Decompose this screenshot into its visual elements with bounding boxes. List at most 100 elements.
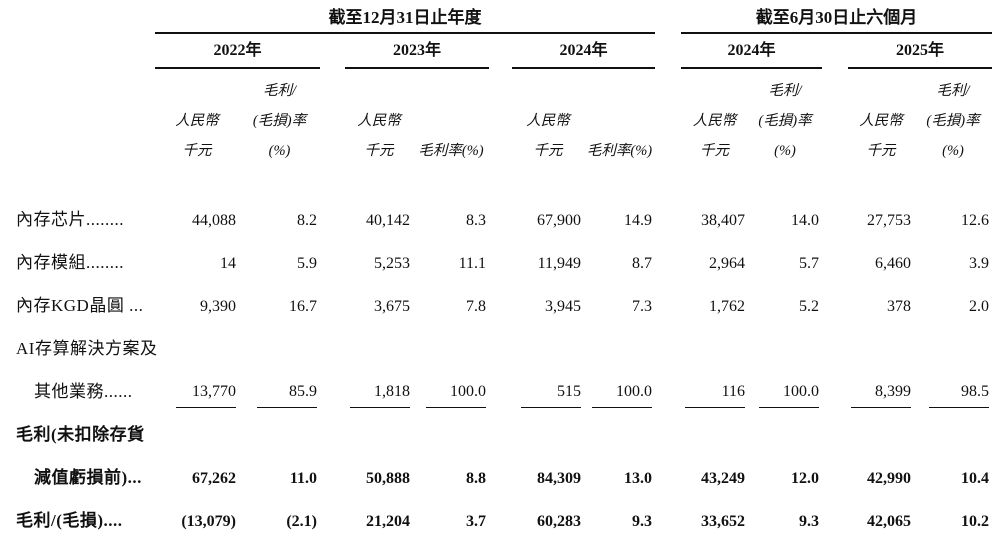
cell: 10.4 [961, 470, 990, 487]
cell: 16.7 [289, 298, 317, 315]
table-row-other-business: 其他業務...... 13,770 85.9 1,818 100.0 515 1… [0, 370, 992, 413]
column-gap [655, 68, 681, 168]
column-gap [822, 68, 848, 168]
cell: 12.6 [961, 212, 990, 229]
column-gap [655, 0, 681, 33]
year-header-2025-6m: 2025年 [848, 33, 993, 69]
cell: 5.2 [799, 298, 819, 315]
table-row-memory-chips: 內存芯片........ 44,088 8.2 40,142 8.3 67,90… [0, 198, 992, 241]
row-label: 毛利(未扣除存貨 [16, 425, 145, 444]
cell: 67,262 [192, 470, 236, 487]
cell: 14.9 [624, 212, 652, 229]
cell: 98.5 [914, 370, 992, 413]
cell: 14 [220, 255, 236, 272]
column-gap [489, 68, 512, 168]
header-body-spacer [0, 168, 992, 198]
subheader-margin-2024: 毛利率(%) [586, 143, 653, 159]
cell: 50,888 [366, 470, 410, 487]
cell: 1,762 [709, 298, 745, 315]
cell: 33,652 [701, 513, 745, 530]
year-header-2023: 2023年 [345, 33, 489, 69]
cell: 8.2 [297, 212, 317, 229]
cell: 84,309 [537, 470, 581, 487]
cell: 5.7 [799, 255, 819, 272]
cell: 44,088 [192, 212, 236, 229]
subheader-rmb-2022: 人民幣 千元 [175, 113, 219, 159]
cell: 13.0 [624, 470, 652, 487]
cell: 116 [681, 370, 748, 413]
subheader-rmb-2024-6m: 人民幣 千元 [692, 113, 737, 159]
year-header-2024: 2024年 [512, 33, 655, 69]
year-header-2022: 2022年 [155, 33, 320, 69]
column-gap [822, 33, 848, 68]
blank [0, 68, 155, 168]
subheader-margin-2023: 毛利率(%) [418, 143, 484, 159]
corner-blank [0, 0, 155, 33]
row-label: 其他業務...... [34, 382, 133, 401]
table-row-gross-profit-pre-impairment: 減值虧損前)... 67,262 11.0 50,888 8.8 84,309 … [0, 456, 992, 499]
cell: 6,460 [875, 255, 911, 272]
cell: 515 [512, 370, 584, 413]
column-gap [489, 33, 512, 68]
cell: 11.0 [289, 470, 317, 487]
subheader-rmb-2024: 人民幣 千元 [526, 113, 570, 159]
cell: 43,249 [701, 470, 745, 487]
cell: (2.1) [286, 513, 317, 530]
cell: 1,818 [345, 370, 413, 413]
row-label: AI存算解決方案及 [16, 339, 158, 358]
row-label: 內存模組........ [16, 253, 124, 272]
cell: 13,770 [155, 370, 239, 413]
cell: 21,204 [366, 513, 410, 530]
period-header-annual: 截至12月31日止年度 [155, 0, 655, 34]
column-gap [655, 33, 681, 68]
cell: 100.0 [413, 370, 489, 413]
row-label: 內存KGD晶圓 ... [16, 296, 144, 315]
cell: 8.8 [466, 470, 486, 487]
cell: 8,399 [848, 370, 914, 413]
row-label: 內存芯片........ [16, 210, 124, 229]
cell: 2.0 [969, 298, 990, 315]
cell: 60,283 [537, 513, 581, 530]
cell: 8.3 [466, 212, 486, 229]
cell: 3.7 [466, 513, 486, 530]
subheader-rmb-2025-6m: 人民幣 千元 [859, 113, 903, 159]
column-gap [320, 68, 345, 168]
cell: 100.0 [584, 370, 655, 413]
table-row-memory-kgd-wafers: 內存KGD晶圓 ... 9,390 16.7 3,675 7.8 3,945 7… [0, 284, 992, 327]
cell: 42,990 [867, 470, 911, 487]
cell: 11,949 [537, 255, 581, 272]
cell: 42,065 [867, 513, 911, 530]
cell: 100.0 [748, 370, 822, 413]
cell: 3.9 [969, 255, 990, 272]
table-row-memory-modules: 內存模組........ 14 5.9 5,253 11.1 11,949 8.… [0, 241, 992, 284]
column-subheader-row: 人民幣 千元 毛利/ (毛損)率 (%) 人民幣 千元 毛利率(%) 人民幣 千… [0, 68, 992, 168]
period-header-row: 截至12月31日止年度 截至6月30日止六個月 [0, 0, 993, 34]
subheader-margin-2022: 毛利/ (毛損)率 (%) [252, 83, 307, 159]
cell: 9.3 [799, 513, 819, 530]
cell: 85.9 [239, 370, 320, 413]
cell: 5,253 [374, 255, 410, 272]
cell: 378 [887, 298, 911, 315]
cell: 7.8 [466, 298, 486, 315]
subheader-margin-2024-6m: 毛利/ (毛損)率 (%) [758, 83, 812, 159]
cell: 10.2 [961, 513, 990, 530]
cell: 7.3 [632, 298, 652, 315]
subheader-rmb-2023: 人民幣 千元 [357, 113, 401, 159]
cell: 9,390 [200, 298, 236, 315]
cell: 8.7 [632, 255, 652, 272]
cell: 27,753 [867, 212, 911, 229]
year-header-2024-6m: 2024年 [681, 33, 822, 69]
cell: (13,079) [181, 513, 236, 530]
cell: 3,675 [374, 298, 410, 315]
cell: 5.9 [297, 255, 317, 272]
cell: 38,407 [701, 212, 745, 229]
cell: 12.0 [791, 470, 819, 487]
column-gap [320, 33, 345, 68]
cell: 40,142 [366, 212, 410, 229]
table-row-gross-profit-pre-impairment-label: 毛利(未扣除存貨 [0, 413, 992, 456]
row-label: 減值虧損前)... [34, 468, 142, 487]
subheader-margin-2025-6m: 毛利/ (毛損)率 (%) [926, 83, 980, 159]
year-header-row: 2022年 2023年 2024年 2024年 2025年 [0, 33, 993, 69]
table-row-gross-profit-loss: 毛利/(毛損).... (13,079) (2.1) 21,204 3.7 60… [0, 499, 992, 542]
